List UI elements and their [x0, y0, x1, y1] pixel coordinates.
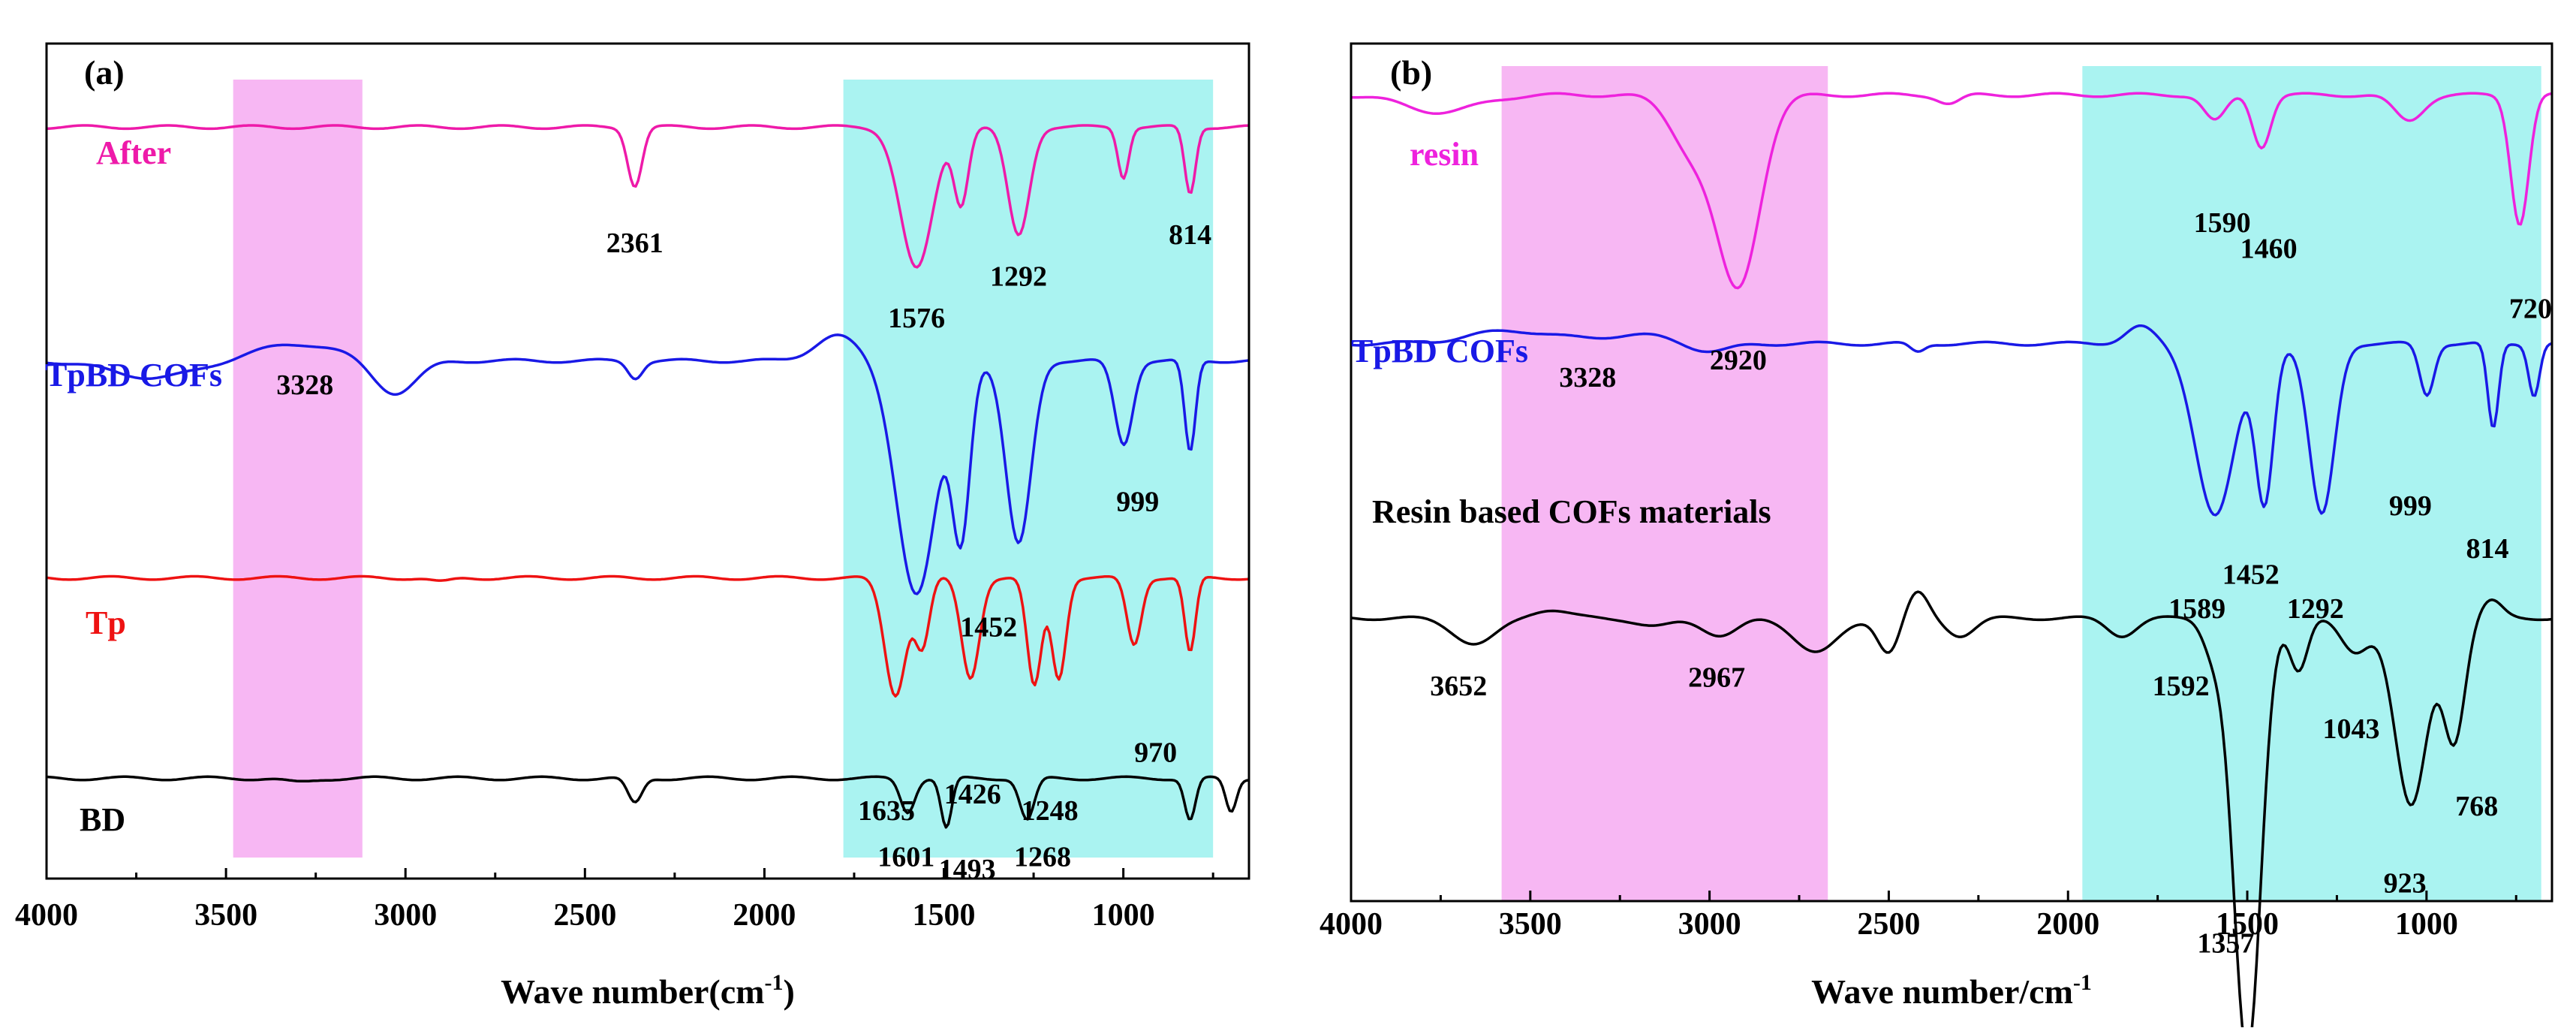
peak-label: 1601: [877, 841, 934, 873]
x-tick-label: 2000: [733, 898, 796, 933]
plot-frame-a: [45, 42, 1250, 880]
peak-label: 1589: [2168, 593, 2225, 625]
series-line-bd: [46, 775, 1250, 829]
peak-label: 999: [1116, 487, 1159, 518]
shaded-band-cyan: [843, 80, 1214, 858]
x-tick-label: 2500: [1857, 907, 1920, 942]
peak-label: 3328: [1559, 362, 1616, 393]
peak-label: 1576: [888, 303, 945, 334]
series-label: BD: [80, 801, 125, 838]
x-axis-title-a: Wave number(cm-1): [501, 970, 795, 1011]
peak-label: 970: [1134, 737, 1177, 768]
series-line-tpbd-cofs: [1350, 324, 2553, 517]
peak-label: 768: [2455, 791, 2498, 822]
series-label: Tp: [86, 604, 126, 641]
peak-label: 1426: [944, 779, 1001, 810]
series-line-resin-based-cofs-materials: [1350, 590, 2553, 1031]
x-axis-title-b: Wave number/cm-1: [1811, 970, 2092, 1011]
peak-label: 1292: [2287, 593, 2344, 625]
series-label: After: [96, 134, 171, 171]
peak-label: 923: [2384, 868, 2427, 900]
x-tick-label: 3500: [194, 898, 257, 933]
peak-label: 3328: [276, 369, 333, 401]
peak-label: 999: [2389, 490, 2432, 522]
peak-label: 3652: [1430, 671, 1487, 702]
bands-b: [1501, 66, 2541, 901]
spectra-b: [1350, 92, 2553, 1031]
peak-label: 1043: [2323, 713, 2380, 745]
peak-label: 1292: [990, 261, 1047, 292]
x-tick-label: 1000: [2395, 907, 2458, 942]
x-ticks-b: 4000 3500 3000 2500 2000 1500 1000: [1320, 891, 2517, 942]
x-tick-label: 4000: [1320, 907, 1383, 942]
x-tick-label: 4000: [15, 898, 78, 933]
peak-label: 1357: [2197, 928, 2254, 960]
x-tick-label: 3000: [1678, 907, 1741, 942]
panel-a: 4000 3500 3000 2500 2000 1500 1000 After 2361 15…: [15, 42, 1250, 1011]
x-tick-label: 3500: [1499, 907, 1562, 942]
peak-label: 1592: [2153, 671, 2210, 702]
series-line-tp: [46, 574, 1250, 698]
panel-tag-b: (b): [1390, 53, 1432, 92]
shaded-band-cyan: [2082, 66, 2541, 901]
panel-b: 4000 3500 3000 2500 2000 1500 1000 resin 2920 15…: [1320, 42, 2553, 1031]
x-tick-label: 2500: [553, 898, 616, 933]
series-line-tpbd-cofs: [46, 333, 1250, 595]
plot-frame-b: [1350, 42, 2553, 903]
peak-label: 720: [2509, 293, 2552, 324]
panel-tag-a: (a): [84, 53, 125, 92]
peak-label: 1452: [960, 612, 1017, 644]
series-label: TpBD COFs: [45, 357, 222, 393]
peak-label: 1493: [939, 854, 996, 885]
peak-label: 1452: [2222, 559, 2280, 590]
peak-label: 814: [1169, 219, 1211, 251]
peak-label: 1635: [858, 795, 915, 827]
peak-label: 2920: [1710, 345, 1767, 376]
peak-label: 1248: [1022, 795, 1079, 827]
peak-label: 2967: [1688, 662, 1745, 694]
peak-label: 1460: [2240, 234, 2298, 265]
series-label: Resin based COFs materials: [1372, 493, 1771, 530]
series-line-after: [46, 124, 1250, 269]
peak-label: 2361: [606, 228, 664, 259]
x-tick-label: 1000: [1092, 898, 1155, 933]
bands-a: [233, 80, 1214, 858]
x-ticks-a: 4000 3500 3000 2500 2000 1500 1000: [15, 868, 1214, 933]
x-tick-label: 3000: [374, 898, 437, 933]
series-label: TpBD COFs: [1351, 333, 1528, 369]
peak-label: 1590: [2194, 207, 2251, 239]
peak-label: 814: [2466, 533, 2509, 565]
series-label: resin: [1410, 136, 1479, 173]
x-tick-label: 1500: [913, 898, 976, 933]
x-tick-label: 1500: [2216, 907, 2279, 942]
peak-label: 1268: [1014, 841, 1071, 873]
x-tick-label: 2000: [2036, 907, 2099, 942]
series-line-resin: [1350, 92, 2553, 290]
shaded-band-magenta: [233, 80, 363, 858]
shaded-band-magenta: [1501, 66, 1828, 901]
annotations-a: After 2361 1576 1292 814 TpBD COFs 3328 999 1452…: [45, 134, 1211, 885]
spectra-a: [46, 124, 1250, 829]
